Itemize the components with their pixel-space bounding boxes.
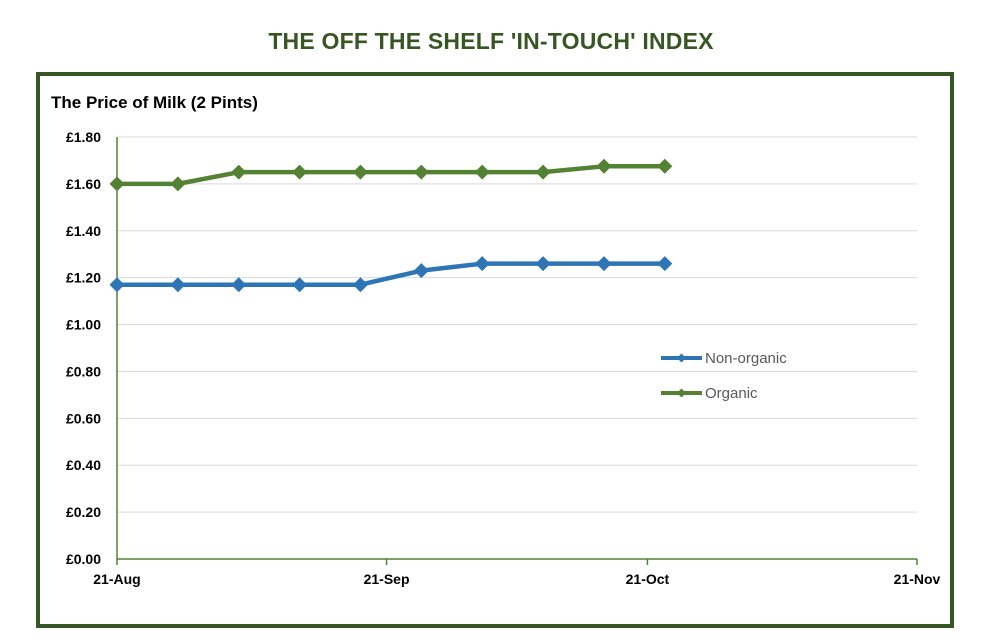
data-point-non-organic	[352, 277, 368, 293]
data-point-organic	[292, 164, 308, 180]
line-chart: The Price of Milk (2 Pints) £0.00 £0.20 £0.…	[51, 93, 941, 587]
y-tick-label: £0.40	[66, 457, 101, 473]
y-tick-label: £1.20	[66, 270, 101, 286]
y-tick-label: £1.00	[66, 317, 101, 333]
data-point-organic	[596, 158, 612, 174]
data-point-organic	[352, 164, 368, 180]
chart-title: The Price of Milk (2 Pints)	[51, 93, 258, 112]
y-tick-label: £1.60	[66, 176, 101, 192]
legend-marker-non-organic	[677, 353, 686, 363]
data-point-non-organic	[535, 256, 551, 272]
data-point-non-organic	[413, 263, 429, 279]
data-point-organic	[535, 164, 551, 180]
y-tick-label: £0.20	[66, 504, 101, 520]
data-point-non-organic	[596, 256, 612, 272]
series-line-non-organic	[114, 261, 668, 287]
y-tick-label: £1.40	[66, 223, 101, 239]
data-point-non-organic	[170, 277, 186, 293]
x-tick-label: 21-Aug	[93, 571, 140, 587]
y-tick-label: £0.80	[66, 363, 101, 379]
page-title: THE OFF THE SHELF 'IN-TOUCH' INDEX	[268, 28, 714, 54]
x-tick-label: 21-Sep	[364, 571, 410, 587]
data-point-non-organic	[292, 277, 308, 293]
data-point-organic	[657, 158, 673, 174]
data-point-organic	[413, 164, 429, 180]
y-tick-label: £0.00	[66, 551, 101, 567]
data-point-non-organic	[231, 277, 247, 293]
data-point-non-organic	[657, 256, 673, 272]
y-tick-label: £1.80	[66, 129, 101, 145]
data-point-non-organic	[474, 256, 490, 272]
y-tick-label: £0.60	[66, 410, 101, 426]
data-point-non-organic	[109, 277, 125, 293]
x-tick-label: 21-Oct	[626, 571, 670, 587]
x-tick-label: 21-Nov	[894, 571, 941, 587]
legend-label-non-organic: Non-organic	[705, 350, 787, 367]
data-point-organic	[474, 164, 490, 180]
chart-frame: The Price of Milk (2 Pints) £0.00 £0.20 £0.…	[36, 72, 954, 628]
legend-marker-organic	[677, 388, 686, 398]
series-line-organic	[114, 164, 668, 187]
data-point-organic	[231, 164, 247, 180]
legend-label-organic: Organic	[705, 385, 758, 402]
data-point-organic	[109, 176, 125, 192]
data-point-organic	[170, 176, 186, 192]
